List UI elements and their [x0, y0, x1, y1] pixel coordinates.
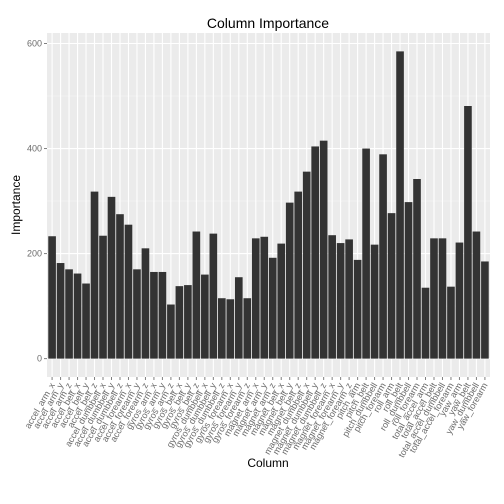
bar [201, 274, 209, 359]
bar [421, 287, 430, 359]
bar [387, 213, 396, 359]
y-axis-title: Importance [9, 175, 23, 235]
bar [336, 243, 345, 359]
bar [319, 140, 328, 359]
bar [73, 273, 82, 359]
bar [175, 286, 184, 359]
bar [133, 269, 141, 359]
bar [404, 202, 413, 359]
bar [234, 277, 243, 359]
bar [472, 231, 481, 359]
bar [430, 238, 438, 359]
bar [218, 298, 226, 359]
bar [353, 259, 362, 359]
bar [345, 239, 353, 359]
bar [362, 148, 370, 359]
bar [150, 271, 158, 359]
bar [116, 214, 124, 359]
bar [124, 224, 133, 359]
y-tick-label: 0 [37, 354, 42, 364]
bar [396, 51, 404, 359]
chart-title: Column Importance [207, 15, 329, 31]
bar [294, 191, 303, 359]
bar [158, 271, 167, 359]
x-axis: accel_arm_xaccel_arm_yaccel_arm_zaccel_b… [23, 377, 490, 459]
bars [48, 51, 489, 359]
bar [48, 236, 56, 359]
y-tick-label: 400 [27, 144, 42, 154]
bar [99, 235, 107, 359]
bar [464, 106, 472, 359]
y-tick-label: 200 [27, 249, 42, 259]
bar [277, 243, 286, 359]
bar [107, 196, 116, 359]
y-axis: 0 200 400 600 [27, 39, 47, 364]
bar [481, 261, 489, 359]
bar [65, 269, 73, 359]
bar [438, 238, 447, 359]
bar [184, 285, 192, 359]
bar [90, 191, 99, 359]
bar [311, 146, 319, 359]
bar [167, 304, 175, 359]
bar [302, 171, 311, 359]
bar [251, 238, 260, 359]
bar [82, 283, 90, 359]
bar [260, 236, 269, 359]
x-axis-title: Column [247, 456, 288, 470]
bar [209, 233, 218, 359]
y-tick-label: 600 [27, 39, 42, 49]
bar [328, 235, 336, 359]
bar [370, 244, 379, 359]
bar [226, 299, 235, 359]
bar [379, 154, 387, 359]
bar [56, 263, 65, 359]
bar [455, 242, 464, 359]
bar [447, 286, 455, 359]
bar [141, 248, 150, 359]
bar [192, 231, 201, 359]
bar [243, 298, 252, 359]
bar [285, 202, 294, 359]
bar [413, 179, 421, 359]
bar [268, 257, 277, 359]
